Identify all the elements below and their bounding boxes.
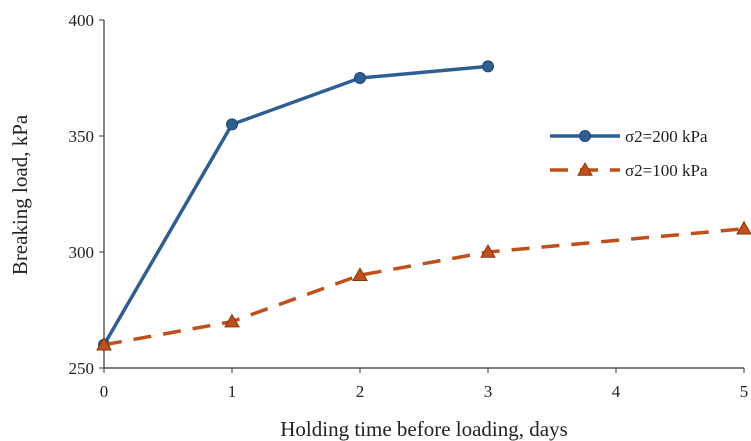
series-1 — [98, 60, 494, 351]
tick-labels: 250 300 350 400 0 1 2 3 4 5 — [69, 11, 749, 401]
data-point — [226, 118, 238, 131]
y-tick-label: 300 — [69, 243, 95, 262]
x-tick-label: 3 — [484, 382, 493, 401]
x-tick-label: 1 — [228, 382, 237, 401]
x-tick-label: 0 — [100, 382, 109, 401]
data-point — [482, 60, 494, 73]
y-tick-label: 350 — [69, 127, 95, 146]
data-point — [96, 336, 112, 351]
y-tick-label: 250 — [69, 359, 95, 378]
data-point — [224, 313, 240, 328]
y-tick-label: 400 — [69, 11, 95, 30]
legend-label: σ2=200 kPa — [625, 127, 708, 146]
legend-marker — [577, 161, 593, 176]
series-line — [103, 227, 745, 347]
legend-entry: σ2=100 kPa — [550, 161, 708, 180]
y-axis-title: Breaking load, kPa — [8, 114, 32, 275]
x-tick-label: 2 — [356, 382, 365, 401]
legend-entry: σ2=200 kPa — [550, 127, 708, 146]
legend-marker — [579, 130, 591, 142]
legend: σ2=200 kPa σ2=100 kPa — [550, 127, 708, 180]
x-tick-label: 5 — [740, 382, 749, 401]
x-axis-title: Holding time before loading, days — [280, 417, 568, 441]
axes — [99, 19, 745, 373]
legend-label: σ2=100 kPa — [625, 161, 708, 180]
data-point — [354, 72, 366, 84]
series-2 — [96, 220, 751, 351]
series-group — [96, 60, 751, 351]
series-line — [102, 64, 489, 346]
x-tick-label: 4 — [612, 382, 621, 401]
data-point — [480, 243, 496, 258]
data-point — [352, 267, 368, 281]
data-point — [736, 220, 751, 235]
